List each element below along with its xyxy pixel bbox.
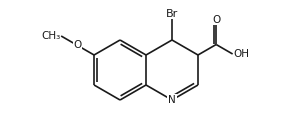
Text: O: O [74,40,82,51]
Text: Br: Br [166,9,178,19]
Text: N: N [168,95,176,105]
Text: O: O [212,15,220,25]
Text: CH₃: CH₃ [41,31,60,41]
Text: OH: OH [233,49,249,59]
